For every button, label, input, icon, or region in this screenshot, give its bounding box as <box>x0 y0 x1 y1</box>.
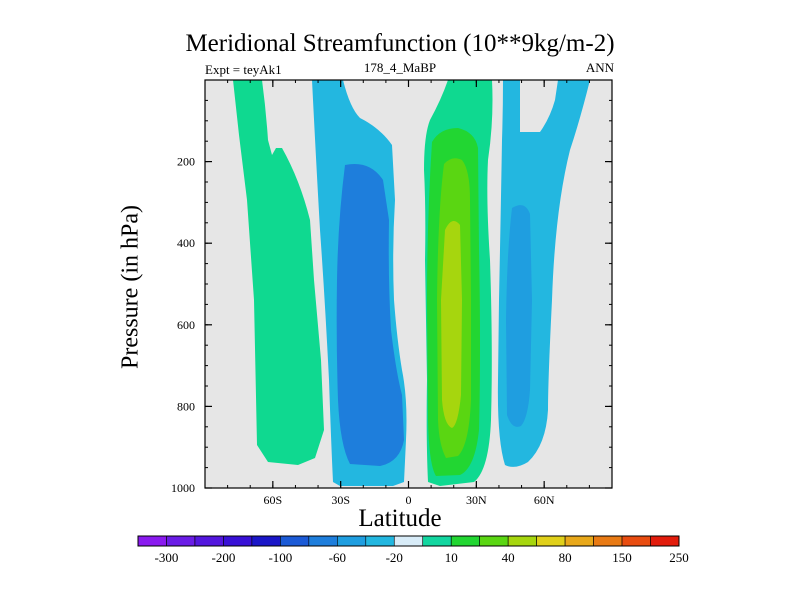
colorbar-swatch <box>194 535 224 547</box>
region-north-hadley-outer <box>424 80 493 486</box>
period-label: 178_4_MaBP <box>363 60 437 75</box>
colorbar-swatch <box>337 535 367 547</box>
region-south-hadley-core <box>336 164 404 466</box>
colorbar-swatch <box>393 535 424 547</box>
colorbar-swatch <box>650 535 680 547</box>
colorbar-swatch <box>621 535 651 547</box>
region-south-hadley-outer <box>312 80 407 486</box>
y-tick-label: 200 <box>177 155 195 169</box>
chart-title: Meridional Streamfunction (10**9kg/m-2) <box>185 30 615 57</box>
colorbar-label: 80 <box>559 550 572 565</box>
colorbar-swatch <box>223 535 253 547</box>
y-axis-label: Pressure (in hPa) <box>117 205 144 369</box>
region-north-hadley-80 <box>437 158 471 458</box>
colorbar-swatch <box>280 535 310 547</box>
region-north-ferrel-core <box>506 205 532 427</box>
colorbar-label: -20 <box>386 550 403 565</box>
colorbar-swatch <box>564 535 594 547</box>
colorbar-swatch <box>479 535 509 547</box>
x-axis-label: Latitude <box>358 505 442 532</box>
colorbar-swatch <box>507 535 537 547</box>
colorbar-frame <box>137 535 680 547</box>
region-south-high-lat <box>233 80 324 465</box>
region-equatorial-gap <box>396 173 409 348</box>
colorbar-label: 10 <box>445 550 458 565</box>
colorbar-swatch <box>365 535 395 547</box>
colorbar-swatch <box>137 535 167 547</box>
region-north-hadley-40 <box>427 128 480 476</box>
y-tick-label: 400 <box>177 236 195 250</box>
colorbar-swatch <box>251 535 281 547</box>
colorbar-label: -100 <box>268 550 292 565</box>
region-north-hadley-150 <box>441 221 462 428</box>
region-north-ferrel <box>497 80 590 467</box>
colorbar-swatch <box>308 535 338 547</box>
colorbar-label: 250 <box>669 550 689 565</box>
colorbar-swatch <box>536 535 566 547</box>
y-tick-label: 800 <box>177 399 195 413</box>
colorbar-swatch <box>166 535 196 547</box>
colorbar-label: -300 <box>155 550 179 565</box>
colorbar-swatch <box>422 535 452 547</box>
colorbar-label: -200 <box>211 550 235 565</box>
plot-background <box>205 80 612 488</box>
colorbar: -300 -200 -100 -60 -20 10 40 80 150 250 <box>137 535 689 565</box>
season-label: ANN <box>585 60 614 75</box>
y-tick-label: 600 <box>177 318 195 332</box>
colorbar-label: 40 <box>502 550 515 565</box>
colorbar-swatch <box>593 535 623 547</box>
colorbar-swatch <box>450 535 480 547</box>
y-tick-label: 1000 <box>171 481 195 495</box>
plot-frame <box>204 79 613 489</box>
colorbar-label: -60 <box>329 550 346 565</box>
colorbar-label: 150 <box>612 550 632 565</box>
experiment-label: Expt = teyAk1 <box>205 62 282 77</box>
